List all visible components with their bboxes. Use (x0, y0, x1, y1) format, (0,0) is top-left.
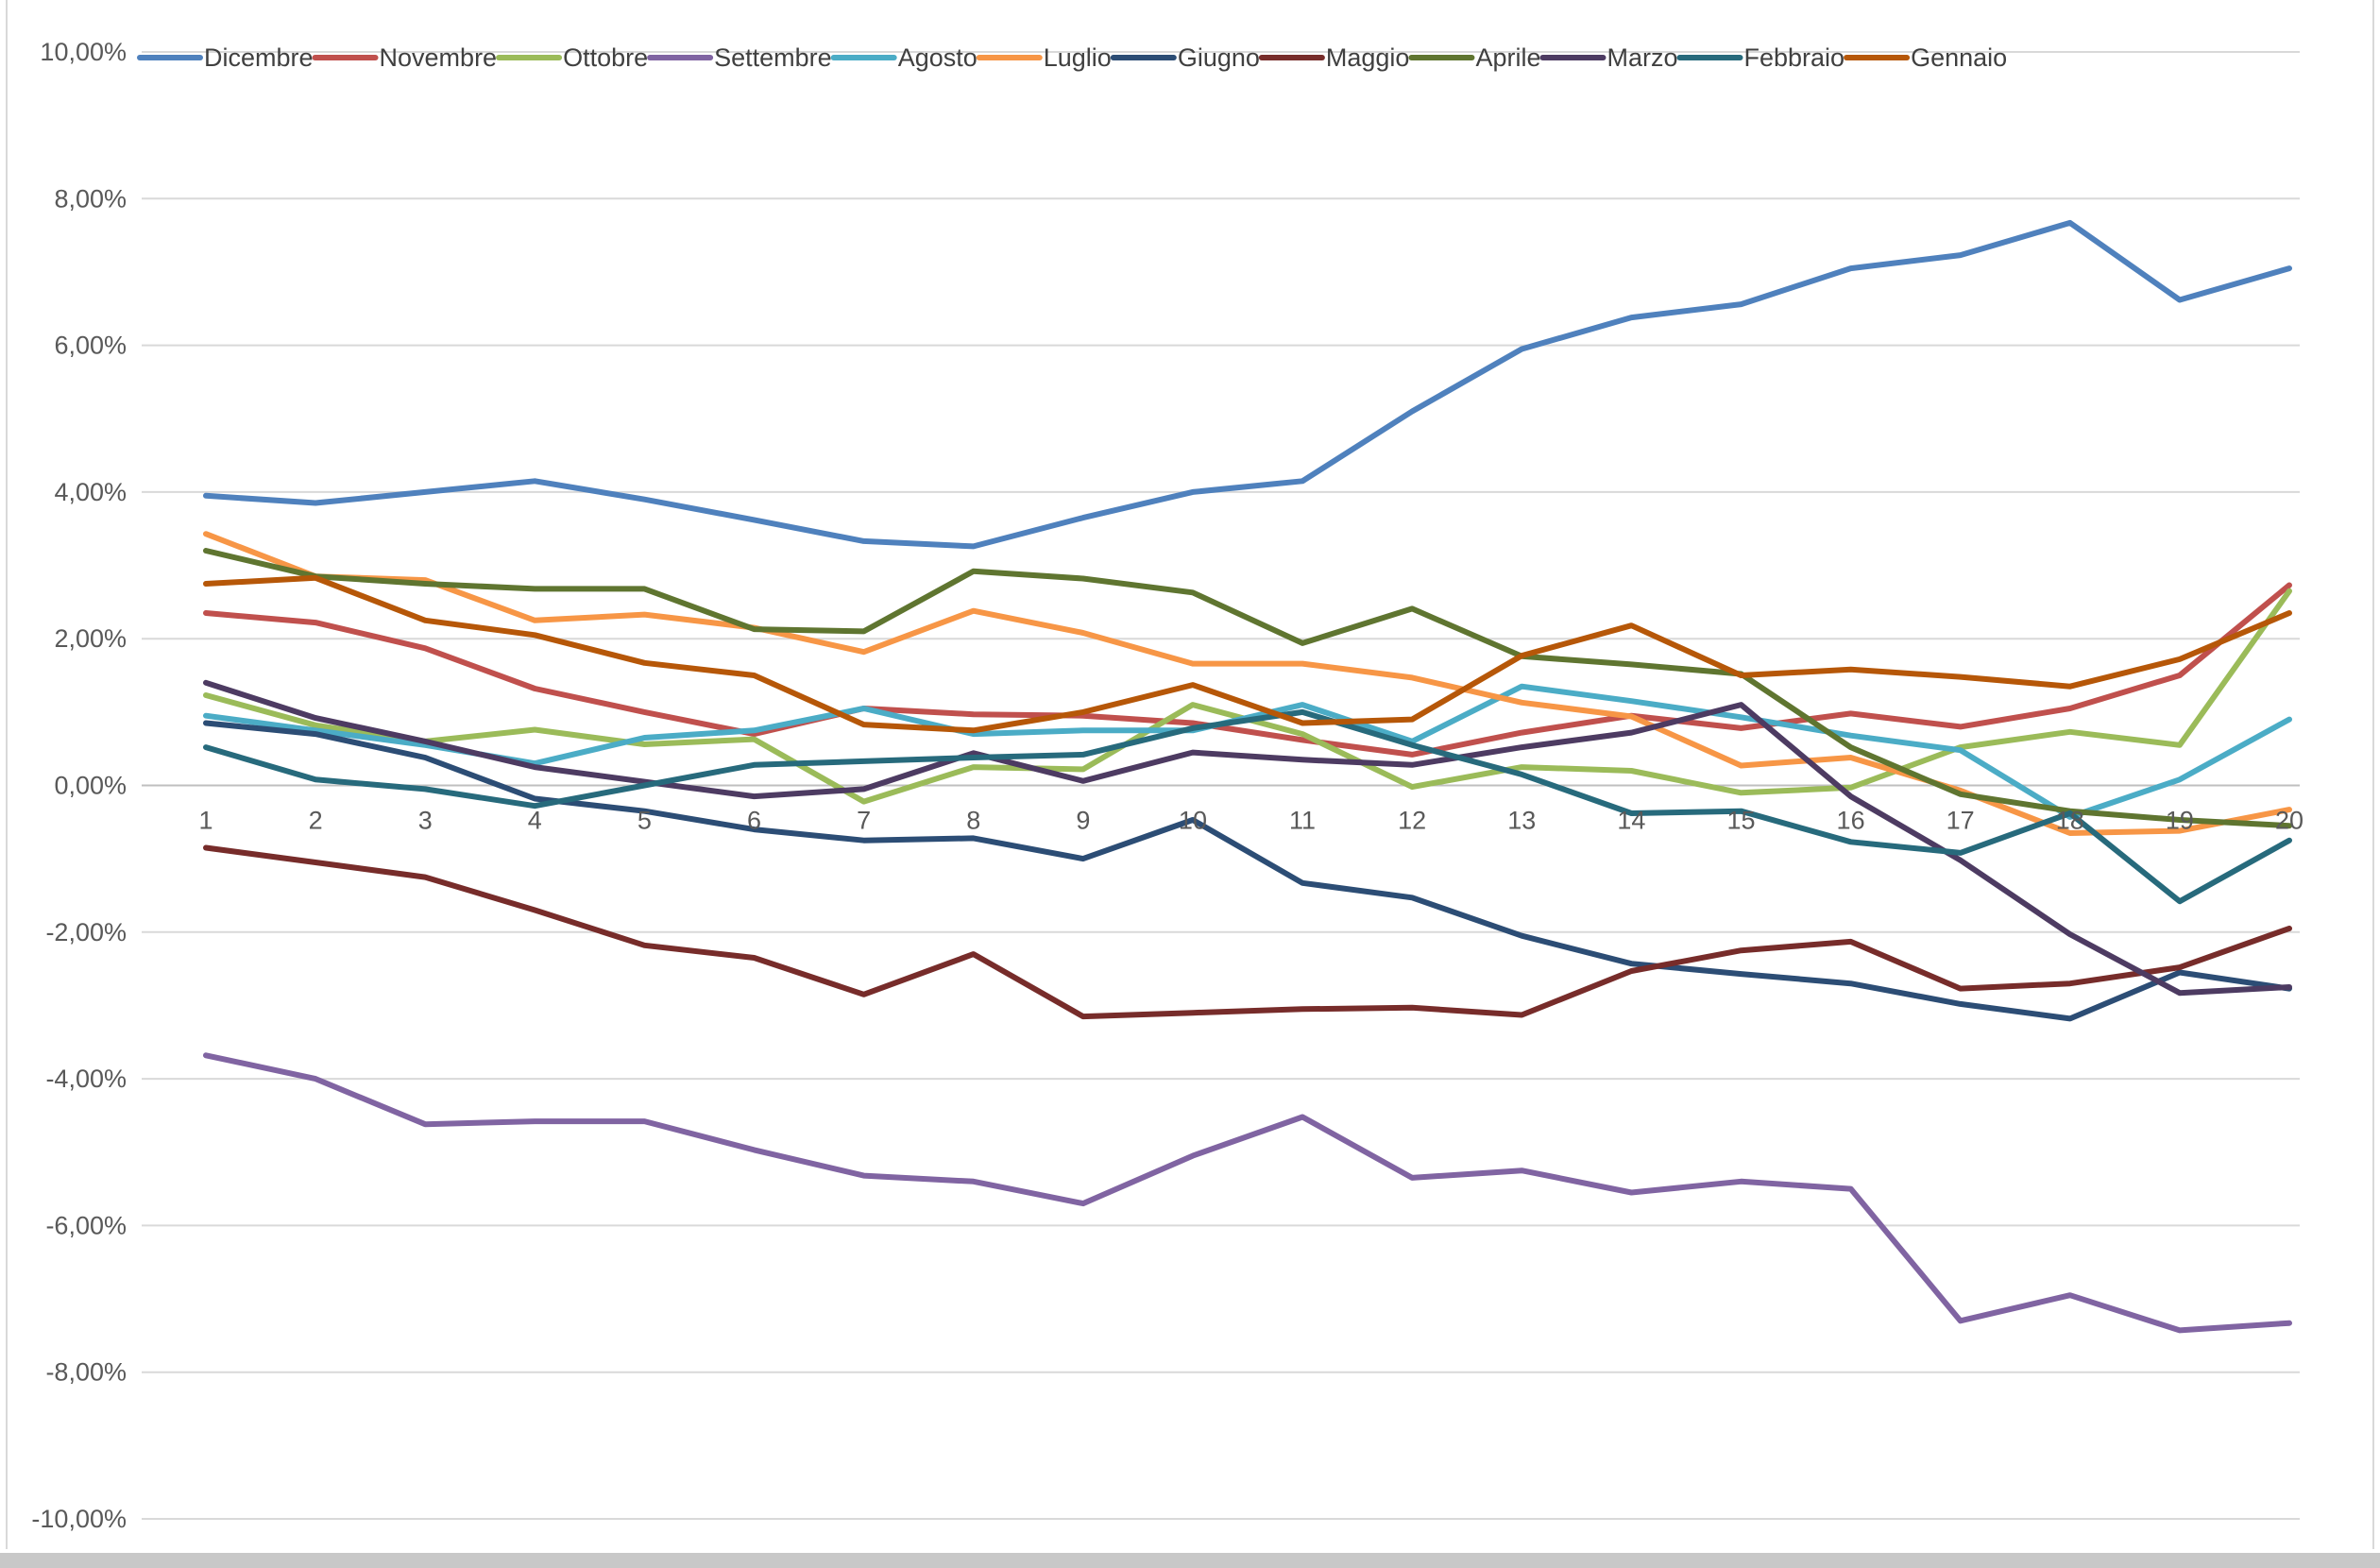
series-line-dicembre (203, 219, 2292, 550)
x-tick-label: 5 (638, 807, 652, 835)
x-tick-label: 11 (1289, 807, 1316, 835)
series-line-novembre (203, 582, 2292, 758)
x-tick-label: 15 (1726, 807, 1755, 835)
x-tick-label: 12 (1398, 807, 1426, 835)
y-tick-label: 8,00% (54, 184, 127, 213)
y-tick-label: -8,00% (45, 1358, 127, 1387)
legend-label: Febbraio (1744, 43, 1845, 72)
x-tick-label: 4 (528, 807, 542, 835)
legend-label: Giugno (1178, 43, 1260, 72)
x-tick-label: 13 (1507, 807, 1536, 835)
x-tick-label: 10 (1179, 807, 1207, 835)
y-tick-label: 0,00% (54, 772, 127, 800)
y-tick-label: 6,00% (54, 332, 127, 360)
series-line-aprile (203, 548, 2292, 829)
legend-label: Aprile (1475, 43, 1540, 72)
x-tick-label: 6 (747, 807, 761, 835)
y-tick-label: 2,00% (54, 624, 127, 653)
legend-label: Maggio (1326, 43, 1410, 72)
x-tick-label: 16 (1837, 807, 1865, 835)
legend-label: Dicembre (204, 43, 314, 72)
legend-label: Gennaio (1911, 43, 2007, 72)
series-line-maggio (203, 844, 2292, 1020)
legend-label: Novembre (380, 43, 498, 72)
y-tick-label: 10,00% (40, 38, 127, 66)
x-tick-label: 20 (2275, 807, 2304, 835)
x-tick-label: 1 (198, 807, 212, 835)
y-tick-label: -2,00% (45, 918, 127, 946)
y-tick-label: -4,00% (45, 1065, 127, 1093)
x-tick-label: 2 (309, 807, 323, 835)
legend-label: Agosto (898, 43, 978, 72)
x-tick-label: 9 (1076, 807, 1090, 835)
x-tick-label: 14 (1617, 807, 1645, 835)
legend-label: Ottobre (563, 43, 648, 72)
legend-label: Settembre (714, 43, 832, 72)
legend-label: Luglio (1044, 43, 1112, 72)
x-tick-label: 8 (966, 807, 980, 835)
x-tick-label: 19 (2166, 807, 2194, 835)
series-line-gennaio (203, 574, 2292, 734)
x-tick-label: 17 (1946, 807, 1975, 835)
series-line-febbraio (203, 708, 2292, 905)
x-tick-label: 18 (2056, 807, 2084, 835)
y-tick-label: 4,00% (54, 478, 127, 506)
x-tick-label: 7 (857, 807, 871, 835)
y-tick-label: -6,00% (45, 1211, 127, 1239)
series-line-ottobre (203, 588, 2292, 805)
legend-label: Marzo (1606, 43, 1677, 72)
y-tick-label: -10,00% (31, 1505, 127, 1533)
window-bottom-bar (0, 1553, 2380, 1568)
chart-frame (6, 0, 2374, 1549)
series-line-settembre (203, 1052, 2292, 1334)
x-tick-label: 3 (418, 807, 433, 835)
